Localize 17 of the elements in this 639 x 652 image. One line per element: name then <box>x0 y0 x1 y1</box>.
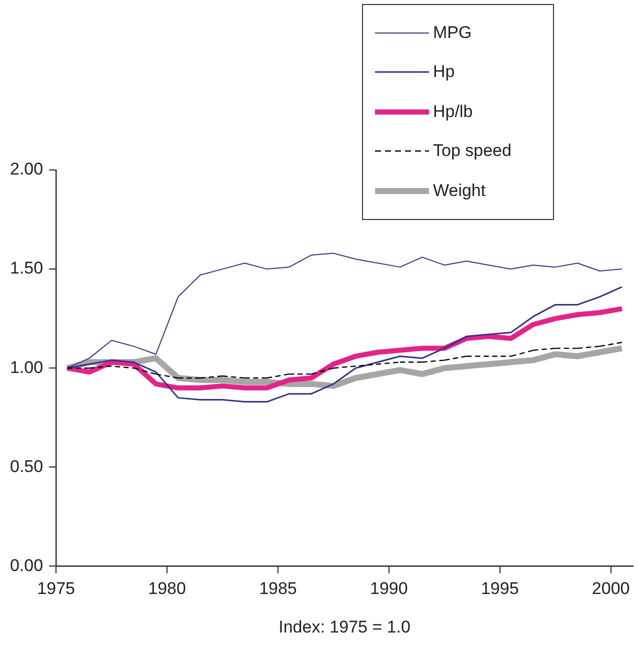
legend-label: Hp/lb <box>433 102 473 122</box>
y-tick-label: 0.00 <box>10 556 44 575</box>
legend-label: Weight <box>433 180 486 201</box>
legend-label: Top speed <box>433 141 512 162</box>
x-tick-label: 2000 <box>592 579 630 598</box>
y-tick-label: 0.50 <box>10 456 44 476</box>
y-tick-label: 1.00 <box>10 358 44 377</box>
x-tick-label: 1990 <box>370 579 408 598</box>
y-tick-label: 1.50 <box>10 258 44 278</box>
x-axis-title: Index: 1975 = 1.0 <box>278 617 410 636</box>
x-tick-label: 1975 <box>37 579 75 598</box>
x-tick-label: 1985 <box>259 579 297 598</box>
legend-label: Hp <box>433 62 455 82</box>
x-tick-label: 1980 <box>148 579 186 598</box>
legend-label: MPG <box>433 22 472 43</box>
x-tick-label: 1995 <box>480 579 519 598</box>
y-tick-label: 2.00 <box>10 160 44 179</box>
